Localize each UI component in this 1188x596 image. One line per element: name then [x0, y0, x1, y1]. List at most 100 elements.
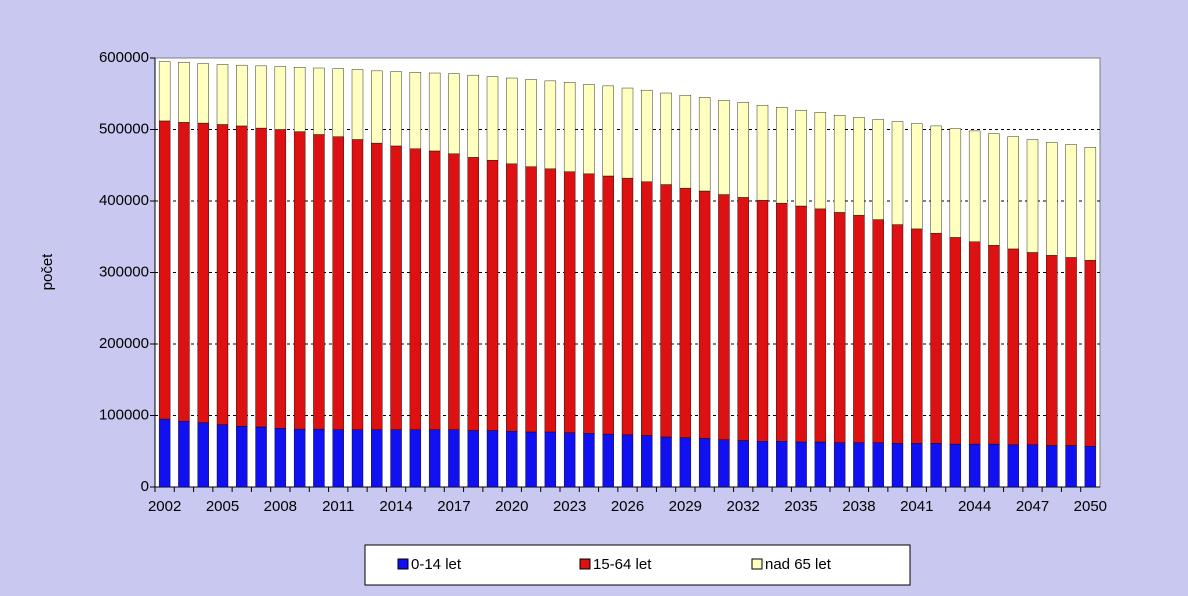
bar-segment [293, 428, 306, 488]
bar-segment [178, 421, 190, 488]
bar-segment [602, 85, 614, 177]
bar-segment [621, 87, 634, 179]
bar-segment [1046, 445, 1058, 488]
bar-segment [255, 127, 267, 428]
bar-segment [178, 122, 190, 422]
bar-segment [776, 107, 788, 204]
bar-segment [679, 94, 692, 189]
x-tick-label: 2002 [148, 498, 181, 515]
bar-segment [390, 429, 402, 488]
bar-segment [544, 431, 557, 488]
y-axis-label: počet [39, 253, 56, 291]
bar-segment [602, 433, 614, 488]
x-tick-label: 2014 [379, 498, 412, 515]
bar-segment [911, 443, 923, 488]
bar-segment [795, 109, 807, 207]
bar-segment [679, 437, 692, 488]
bar-segment [409, 429, 422, 488]
bar-segment [313, 134, 325, 430]
bar-segment [216, 124, 229, 425]
bar-segment [718, 99, 730, 195]
bar-segment [486, 430, 499, 488]
bar-segment [583, 433, 595, 488]
bar-segment [563, 82, 576, 172]
bar-segment [660, 184, 672, 438]
bar-segment [332, 429, 344, 488]
bar-segment [737, 440, 749, 488]
bar-segment [255, 65, 267, 129]
x-tick-label: 2047 [1016, 498, 1049, 515]
x-tick-label: 2050 [1074, 498, 1107, 515]
bar-segment [506, 431, 518, 488]
bar-segment [351, 139, 364, 431]
bar-segment [698, 97, 711, 192]
bar-segment [197, 63, 209, 124]
bar-segment [486, 76, 499, 161]
legend-label: 0-14 let [411, 556, 462, 573]
y-tick-label: 400000 [99, 192, 149, 209]
legend-swatch [579, 558, 591, 570]
bar-segment [158, 418, 171, 488]
x-tick-label: 2038 [842, 498, 875, 515]
bar-segment [718, 439, 730, 488]
bar-segment [1084, 147, 1097, 261]
bar-segment [872, 442, 884, 488]
bar-segment [698, 438, 711, 488]
bar-segment [448, 153, 460, 430]
bar-segment [332, 68, 344, 137]
bar-segment [795, 441, 807, 488]
y-tick-label: 300000 [99, 263, 149, 280]
bar-segment [390, 71, 402, 147]
bar-segment [216, 64, 229, 125]
bar-segment [583, 173, 595, 434]
legend-box [364, 544, 911, 586]
bar-segment [332, 136, 344, 430]
bar-segment [853, 117, 865, 216]
bar-segment [563, 171, 576, 433]
bar-segment [814, 112, 827, 210]
y-tick-label: 0 [141, 478, 149, 495]
bar-segment [756, 441, 769, 488]
bar-segment [968, 241, 981, 445]
bar-segment [178, 62, 190, 123]
bar-segment [1026, 444, 1039, 488]
x-tick-label: 2026 [611, 498, 644, 515]
bar-segment [274, 66, 287, 130]
bar-segment [621, 177, 634, 436]
bar-segment [930, 232, 942, 444]
bar-segment [371, 70, 383, 144]
bar-segment [853, 215, 865, 443]
bar-segment [544, 80, 557, 170]
bar-segment [1026, 139, 1039, 253]
bar-segment [1065, 144, 1077, 258]
bar-segment [833, 442, 846, 488]
y-tick-label: 100000 [99, 406, 149, 423]
bar-segment [1065, 257, 1077, 446]
bar-segment [236, 426, 248, 488]
bar-segment [371, 142, 383, 431]
bar-segment [506, 77, 518, 165]
bar-segment [158, 61, 171, 122]
bar-segment [486, 160, 499, 431]
y-tick-label: 600000 [99, 49, 149, 66]
bar-segment [641, 89, 653, 182]
bar-segment [1084, 260, 1097, 447]
bar-segment [409, 72, 422, 150]
bar-segment [216, 424, 229, 488]
legend-swatch [397, 558, 409, 570]
bar-segment [236, 125, 248, 427]
bar-segment [891, 443, 904, 488]
bar-segment [1007, 136, 1019, 250]
bar-segment [158, 120, 171, 420]
bar-segment [428, 72, 441, 152]
bar-segment [814, 208, 827, 443]
bar-segment [448, 73, 460, 155]
bar-segment [911, 123, 923, 230]
x-tick-label: 2032 [727, 498, 760, 515]
bar-segment [1046, 142, 1058, 256]
bar-segment [679, 187, 692, 438]
bar-segment [641, 181, 653, 436]
bar-segment [930, 125, 942, 234]
x-tick-label: 2041 [900, 498, 933, 515]
